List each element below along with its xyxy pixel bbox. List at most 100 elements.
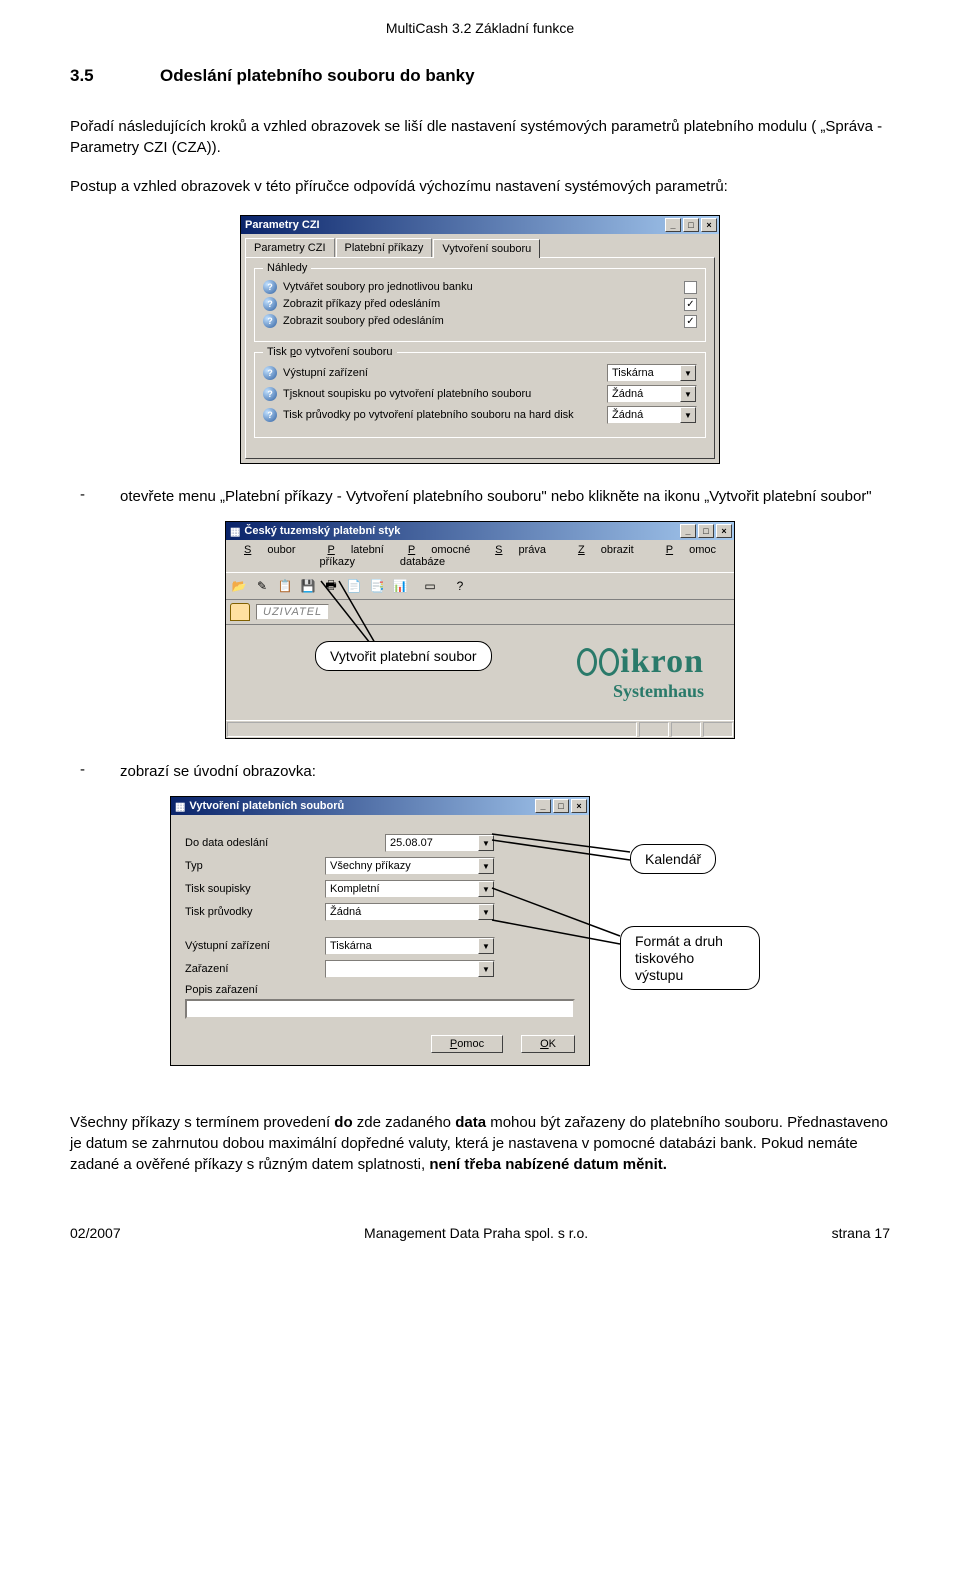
help-icon[interactable]: ? bbox=[263, 280, 277, 294]
screenshot-app-window: ▦ Český tuzemský platební styk _ □ × Sou… bbox=[225, 521, 735, 739]
option-label: Výstupní zařízení bbox=[283, 367, 368, 379]
minimize-icon[interactable]: _ bbox=[665, 218, 681, 232]
toolbar-icon[interactable]: 📂 bbox=[228, 575, 250, 597]
bullet-item: - zobrazí se úvodní obrazovka: bbox=[70, 761, 890, 782]
bullet-text: otevřete menu „Platební příkazy - Vytvoř… bbox=[120, 486, 890, 507]
toolbar-icon[interactable]: ▭ bbox=[419, 575, 441, 597]
checkbox[interactable] bbox=[684, 281, 697, 294]
option-label: Zobrazit soubory před odesláním bbox=[283, 315, 444, 327]
toolbar-icon[interactable]: ✎ bbox=[251, 575, 273, 597]
option-row: ? Zobrazit příkazy před odesláním ✓ bbox=[263, 297, 697, 311]
help-icon[interactable]: ? bbox=[263, 297, 277, 311]
callout-create-file: Vytvořit platební soubor bbox=[315, 641, 492, 671]
section-title: Odeslání platebního souboru do banky bbox=[160, 66, 475, 86]
chevron-down-icon[interactable]: ▼ bbox=[680, 365, 696, 381]
checkbox[interactable]: ✓ bbox=[684, 298, 697, 311]
menu-pomoc[interactable]: Pomoc bbox=[650, 542, 732, 570]
menu-pomocne-databaze[interactable]: Pomocné databáze bbox=[392, 542, 479, 570]
window-titlebar: ▦ Vytvoření platebních souborů _ □ × bbox=[171, 797, 589, 815]
chevron-down-icon[interactable]: ▼ bbox=[680, 407, 696, 423]
fieldset-nahledy: Náhledy ?Vytvářet soubory pro jednotlivo… bbox=[254, 268, 706, 342]
close-icon[interactable]: × bbox=[701, 218, 717, 232]
page-footer: 02/2007 Management Data Praha spol. s r.… bbox=[70, 1225, 890, 1241]
window-title: Parametry CZI bbox=[245, 219, 665, 231]
dropdown-vystupni-zarizeni[interactable]: Tiskárna▼ bbox=[325, 937, 495, 955]
callout-pointer bbox=[490, 828, 640, 868]
window-titlebar: Parametry CZI _ □ × bbox=[241, 216, 719, 234]
option-label: Zobrazit příkazy před odesláním bbox=[283, 298, 440, 310]
close-icon[interactable]: × bbox=[716, 524, 732, 538]
field-label: Popis zařazení bbox=[185, 984, 575, 996]
popis-zarazeni-input[interactable] bbox=[185, 999, 575, 1019]
dropdown-zarazeni[interactable]: ▼ bbox=[325, 960, 495, 978]
dropdown-vystupni-zarizeni[interactable]: Tiskárna▼ bbox=[607, 364, 697, 382]
option-row: ? Zobrazit soubory před odesláním ✓ bbox=[263, 314, 697, 328]
field-label: Výstupní zařízení bbox=[185, 940, 325, 952]
menu-sprava[interactable]: Správa bbox=[479, 542, 562, 570]
callout-pointer bbox=[315, 577, 405, 647]
help-icon[interactable]: ? bbox=[263, 387, 277, 401]
dropdown-typ[interactable]: Všechny příkazy▼ bbox=[325, 857, 495, 875]
window-title: Český tuzemský platební styk bbox=[244, 525, 680, 537]
client-area: ikron Systemhaus bbox=[226, 625, 734, 720]
date-field[interactable]: 25.08.07▼ bbox=[385, 834, 495, 852]
paragraph-explain: Všechny příkazy s termínem provedení do … bbox=[70, 1112, 890, 1175]
menu-soubor[interactable]: Soubor bbox=[228, 542, 311, 570]
callout-format: Formát a druhtiskového výstupu bbox=[620, 926, 760, 990]
dropdown-soupiska[interactable]: Žádná▼ bbox=[607, 385, 697, 403]
paragraph-intro-2: Postup a vzhled obrazovek v této příručc… bbox=[70, 176, 890, 197]
doc-header: MultiCash 3.2 Základní funkce bbox=[70, 20, 890, 36]
app-icon: ▦ bbox=[175, 800, 185, 813]
minimize-icon[interactable]: _ bbox=[535, 799, 551, 813]
help-icon[interactable]: ? bbox=[263, 366, 277, 380]
minimize-icon[interactable]: _ bbox=[680, 524, 696, 538]
callout-kalendar: Kalendář bbox=[630, 844, 716, 874]
dropdown-tisk-pruvodky[interactable]: Žádná▼ bbox=[325, 903, 495, 921]
maximize-icon[interactable]: □ bbox=[553, 799, 569, 813]
help-icon[interactable]: ? bbox=[263, 408, 277, 422]
footer-page: strana 17 bbox=[832, 1225, 890, 1241]
tab-parametry-czi[interactable]: Parametry CZI bbox=[245, 238, 335, 257]
window-titlebar: ▦ Český tuzemský platební styk _ □ × bbox=[226, 522, 734, 540]
fieldset-legend: Tisk po vytvoření souboru bbox=[263, 346, 397, 358]
section-heading: 3.5 Odeslání platebního souboru do banky bbox=[70, 66, 890, 86]
maximize-icon[interactable]: □ bbox=[698, 524, 714, 538]
tab-vytvoreni-souboru[interactable]: Vytvoření souboru bbox=[433, 239, 540, 258]
fieldset-legend: Náhledy bbox=[263, 262, 311, 274]
logo: ikron Systemhaus bbox=[576, 643, 704, 702]
option-row: ? Výstupní zařízení Tiskárna▼ bbox=[263, 364, 697, 382]
help-icon[interactable]: ? bbox=[263, 314, 277, 328]
user-row: UZIVATEL bbox=[226, 600, 734, 625]
menu-zobrazit[interactable]: Zobrazit bbox=[562, 542, 650, 570]
footer-company: Management Data Praha spol. s r.o. bbox=[364, 1225, 588, 1241]
footer-date: 02/2007 bbox=[70, 1225, 121, 1241]
option-row: ? Tisk průvodky po vytvoření platebního s… bbox=[263, 406, 697, 424]
dropdown-pruvodka[interactable]: Žádná▼ bbox=[607, 406, 697, 424]
menu-platebni-prikazy[interactable]: Platební příkazy bbox=[311, 542, 391, 570]
fieldset-tisk: Tisk po vytvoření souboru ?Výstupní zaří… bbox=[254, 352, 706, 438]
app-icon: ▦ bbox=[230, 525, 240, 538]
option-label: Vytvářet soubory pro jednotlivou banku bbox=[283, 281, 473, 293]
close-icon[interactable]: × bbox=[571, 799, 587, 813]
toolbar-icon[interactable]: 📋 bbox=[274, 575, 296, 597]
toolbar-help-icon[interactable]: ? bbox=[449, 575, 471, 597]
bullet-marker: - bbox=[70, 761, 120, 782]
option-label: Tisk průvodky po vytvoření platebního so… bbox=[283, 409, 574, 421]
maximize-icon[interactable]: □ bbox=[683, 218, 699, 232]
dropdown-tisk-soupisky[interactable]: Kompletní▼ bbox=[325, 880, 495, 898]
checkbox[interactable]: ✓ bbox=[684, 315, 697, 328]
field-label: Typ bbox=[185, 860, 325, 872]
ok-button[interactable]: OK bbox=[521, 1035, 575, 1053]
statusbar bbox=[226, 720, 734, 738]
bullet-marker: - bbox=[70, 486, 120, 507]
option-row: ? Vytvářet soubory pro jednotlivou banku bbox=[263, 280, 697, 294]
help-button[interactable]: Pomoc bbox=[431, 1035, 503, 1053]
chevron-down-icon[interactable]: ▼ bbox=[680, 386, 696, 402]
window-title: Vytvoření platebních souborů bbox=[189, 800, 535, 812]
field-label: Tisk soupisky bbox=[185, 883, 325, 895]
paragraph-intro-1: Pořadí následujících kroků a vzhled obra… bbox=[70, 116, 890, 158]
user-icon bbox=[230, 603, 250, 621]
option-label: Tjsknout soupisku po vytvoření platebníh… bbox=[283, 388, 531, 400]
tab-platebni-prikazy[interactable]: Platební příkazy bbox=[336, 238, 433, 257]
field-label: Do data odeslání bbox=[185, 837, 325, 849]
